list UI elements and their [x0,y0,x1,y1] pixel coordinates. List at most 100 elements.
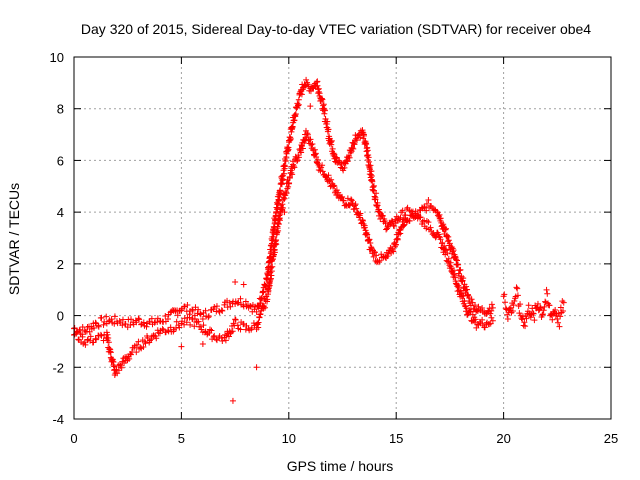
data-point [353,137,360,144]
data-point [87,333,94,340]
data-point [328,176,335,183]
data-point [340,167,347,174]
data-point [331,183,338,190]
data-point [537,304,544,311]
data-point [513,284,520,291]
data-point [401,221,408,228]
data-point [293,158,300,165]
data-point [523,315,530,322]
data-point [118,364,125,371]
data-point [475,303,482,310]
data-point [559,298,566,305]
data-point [142,340,149,347]
data-point [373,190,380,197]
data-point [100,321,107,328]
data-point [522,323,529,330]
data-point [325,126,332,133]
data-point [234,300,241,307]
data-point [417,214,424,221]
data-point [468,296,475,303]
data-point [275,221,282,228]
data-point [539,311,546,318]
data-point [211,332,218,339]
data-point [119,322,126,329]
data-point [287,134,294,141]
data-point [282,157,289,164]
data-point [540,307,547,314]
data-point [90,324,97,331]
data-point [105,334,112,341]
data-point [103,313,110,320]
data-point [227,303,234,310]
data-point [283,190,290,197]
data-point [71,324,78,331]
data-point [376,259,383,266]
data-point [330,182,337,189]
data-point [304,131,311,138]
data-point [531,317,538,324]
data-point [195,306,202,313]
data-point [472,316,479,323]
data-point [164,327,171,334]
data-point [344,158,351,165]
data-point [148,336,155,343]
data-point [255,319,262,326]
data-point [507,304,514,311]
data-point [406,217,413,224]
data-point [560,308,567,315]
data-point [350,145,357,152]
data-point [442,226,449,233]
data-point [437,236,444,243]
x-tick-label: 0 [70,431,77,446]
data-point [218,307,225,314]
data-point [133,319,140,326]
x-axis-label: GPS time / hours [287,458,394,474]
data-point [278,181,285,188]
data-point [366,236,373,243]
data-point [133,349,140,356]
data-point [234,322,241,329]
data-point [324,118,331,125]
data-point [560,299,567,306]
data-point [200,322,207,329]
data-point [189,307,196,314]
data-point [277,187,284,194]
data-point [151,319,158,326]
data-point [229,328,236,335]
data-point [247,302,254,309]
data-point [307,103,314,110]
data-point [287,135,294,142]
data-point [527,314,534,321]
data-point [521,319,528,326]
data-point [98,332,105,339]
data-point [455,284,462,291]
data-point [447,259,454,266]
data-point [352,201,359,208]
data-point [226,299,233,306]
data-point [189,306,196,313]
data-point [178,343,185,350]
data-point [213,303,220,310]
data-point [322,173,329,180]
data-point [375,206,382,213]
data-point [341,164,348,171]
data-point [184,301,191,308]
y-axis-label: SDTVAR / TECUs [6,183,22,295]
data-point [339,193,346,200]
data-point [516,310,523,317]
data-point [219,338,226,345]
data-point [257,310,264,317]
data-point [167,324,174,331]
data-point [181,315,188,322]
data-point [221,301,228,308]
data-point [253,364,260,371]
data-point [371,249,378,256]
data-point [541,303,548,310]
data-point [445,233,452,240]
data-point [349,144,356,151]
data-point [92,319,99,326]
data-point [135,315,142,322]
data-point [501,291,508,298]
data-point [457,266,464,273]
data-point [400,222,407,229]
